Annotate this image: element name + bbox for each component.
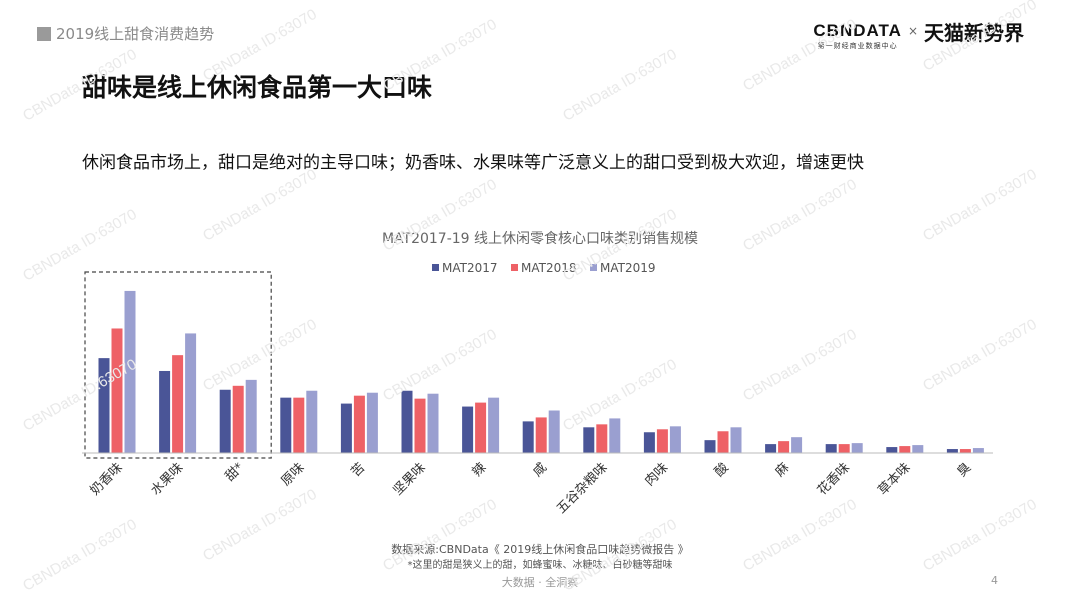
x-tick-label: 酸 xyxy=(712,460,732,480)
bar xyxy=(825,444,837,453)
legend-label: MAT2019 xyxy=(600,261,656,275)
bar xyxy=(245,379,257,453)
bar xyxy=(609,418,621,453)
bar xyxy=(219,389,231,453)
footnote: *这里的甜是狭义上的甜，如蜂蜜味、冰糖味、白砂糖等甜味 xyxy=(407,560,673,571)
bar xyxy=(851,443,863,453)
x-tick-label: 原味 xyxy=(279,460,308,489)
bar xyxy=(427,393,439,453)
bar xyxy=(912,445,924,453)
bar xyxy=(643,432,655,453)
x-tick-label: 甜* xyxy=(222,459,247,484)
chart-title: MAT2017-19 线上休闲零食核心口味类别销售规模 xyxy=(382,230,698,247)
bar xyxy=(704,440,716,453)
bar xyxy=(730,427,742,453)
brand-logo: CBΝDATA 第一财经商业数据中心 × 天猫新势界 xyxy=(813,22,1024,51)
bar xyxy=(656,429,668,453)
bar xyxy=(111,328,123,453)
cbndata-logo-subtext: 第一财经商业数据中心 xyxy=(817,42,898,50)
cbndata-logo: CBΝDATA 第一财经商业数据中心 xyxy=(813,22,902,51)
section-marker xyxy=(37,27,51,41)
logo-separator: × xyxy=(907,24,918,38)
legend-swatch xyxy=(590,264,597,271)
bar xyxy=(185,333,197,453)
bar xyxy=(717,431,729,453)
tmall-logo-text: 天猫新势界 xyxy=(924,21,1024,45)
legend-swatch xyxy=(511,264,518,271)
bar xyxy=(306,390,318,453)
x-tick-label: 苦 xyxy=(348,460,369,481)
bar xyxy=(232,385,244,453)
bar xyxy=(899,446,911,453)
x-tick-label: 水果味 xyxy=(148,460,186,498)
data-source: 数据来源:CBNData《 2019线上休闲食品口味趋势微报告 》 xyxy=(391,543,689,556)
legend-swatch xyxy=(432,264,439,271)
x-tick-label: 坚果味 xyxy=(391,460,429,498)
bar xyxy=(583,427,595,453)
bar xyxy=(462,406,474,453)
bar xyxy=(366,392,378,453)
page-title: 甜味是线上休闲食品第一大口味 xyxy=(82,73,433,102)
bar xyxy=(172,355,184,453)
legend-label: MAT2017 xyxy=(442,261,498,275)
bar xyxy=(353,395,365,453)
bar xyxy=(488,397,500,453)
legend-label: MAT2018 xyxy=(521,261,577,275)
bar xyxy=(972,448,984,453)
page-number: 4 xyxy=(991,574,998,587)
x-tick-label: 肉味 xyxy=(642,460,671,489)
bar xyxy=(293,397,305,453)
x-tick-label: 花香味 xyxy=(814,460,853,499)
page-subtitle: 休闲食品市场上，甜口是绝对的主导口味；奶香味、水果味等广泛意义上的甜口受到极大欢… xyxy=(82,153,864,173)
x-tick-label: 咸 xyxy=(530,460,550,480)
bar xyxy=(596,424,608,453)
bar xyxy=(401,390,413,453)
x-tick-label: 奶香味 xyxy=(88,460,126,498)
bar xyxy=(778,441,790,453)
x-tick-label: 麻 xyxy=(773,460,793,480)
bar xyxy=(340,403,352,453)
bar xyxy=(414,398,426,453)
bar xyxy=(475,402,487,453)
x-tick-label: 五谷杂粮味 xyxy=(554,460,611,517)
footer-tagline: 大数据 · 全洞察 xyxy=(501,576,579,589)
bar xyxy=(791,437,803,453)
bar xyxy=(535,417,547,453)
bar xyxy=(522,421,534,453)
bar xyxy=(548,410,560,453)
bar xyxy=(765,444,777,453)
bar xyxy=(159,370,171,453)
bar xyxy=(669,426,681,453)
bar xyxy=(886,447,898,453)
x-tick-label: 辣 xyxy=(470,460,490,480)
bar xyxy=(280,397,292,453)
bar xyxy=(124,290,136,453)
section-title: 2019线上甜食消费趋势 xyxy=(56,25,215,43)
cbndata-logo-text: CBΝDATA xyxy=(813,21,902,40)
highlight-box xyxy=(84,271,272,459)
x-tick-label: 臭 xyxy=(954,460,974,480)
bar xyxy=(946,449,958,453)
bar xyxy=(98,358,110,453)
bar xyxy=(959,449,971,453)
bar xyxy=(838,444,850,453)
x-tick-label: 草本味 xyxy=(875,460,913,498)
